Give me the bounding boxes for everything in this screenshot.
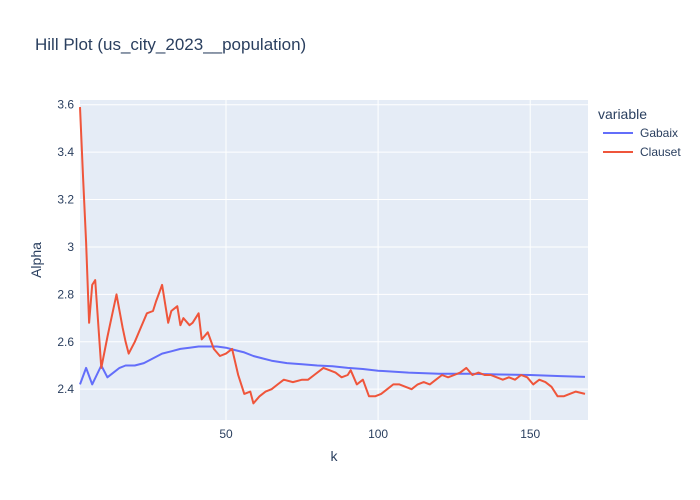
x-tick-label: 100 bbox=[368, 427, 388, 441]
y-tick-label: 2.6 bbox=[57, 335, 74, 349]
legend[interactable]: variable Gabaix Clauset bbox=[598, 106, 681, 159]
y-tick-label: 2.8 bbox=[57, 287, 74, 301]
legend-item-gabaix[interactable]: Gabaix bbox=[603, 126, 678, 140]
legend-label-gabaix: Gabaix bbox=[640, 126, 678, 140]
gridlines bbox=[80, 100, 588, 420]
y-tick-label: 3.2 bbox=[57, 193, 74, 207]
y-axis-ticks: 2.4 2.6 2.8 3 3.2 3.4 3.6 bbox=[57, 98, 74, 396]
chart-title: Hill Plot (us_city_2023__population) bbox=[35, 35, 306, 54]
y-tick-label: 3.6 bbox=[57, 98, 74, 112]
series-lines bbox=[79, 107, 586, 405]
x-axis-title: k bbox=[331, 448, 339, 464]
x-axis-ticks: 50 100 150 bbox=[219, 427, 540, 441]
x-tick-label: 50 bbox=[219, 427, 233, 441]
y-tick-label: 3 bbox=[67, 240, 74, 254]
legend-title: variable bbox=[598, 106, 647, 122]
x-tick-label: 150 bbox=[520, 427, 540, 441]
legend-item-clauset[interactable]: Clauset bbox=[603, 145, 681, 159]
legend-label-clauset: Clauset bbox=[640, 145, 681, 159]
y-tick-label: 2.4 bbox=[57, 382, 74, 396]
y-tick-label: 3.4 bbox=[57, 145, 74, 159]
y-axis-title: Alpha bbox=[28, 242, 44, 278]
series-line-clauset bbox=[79, 107, 586, 405]
